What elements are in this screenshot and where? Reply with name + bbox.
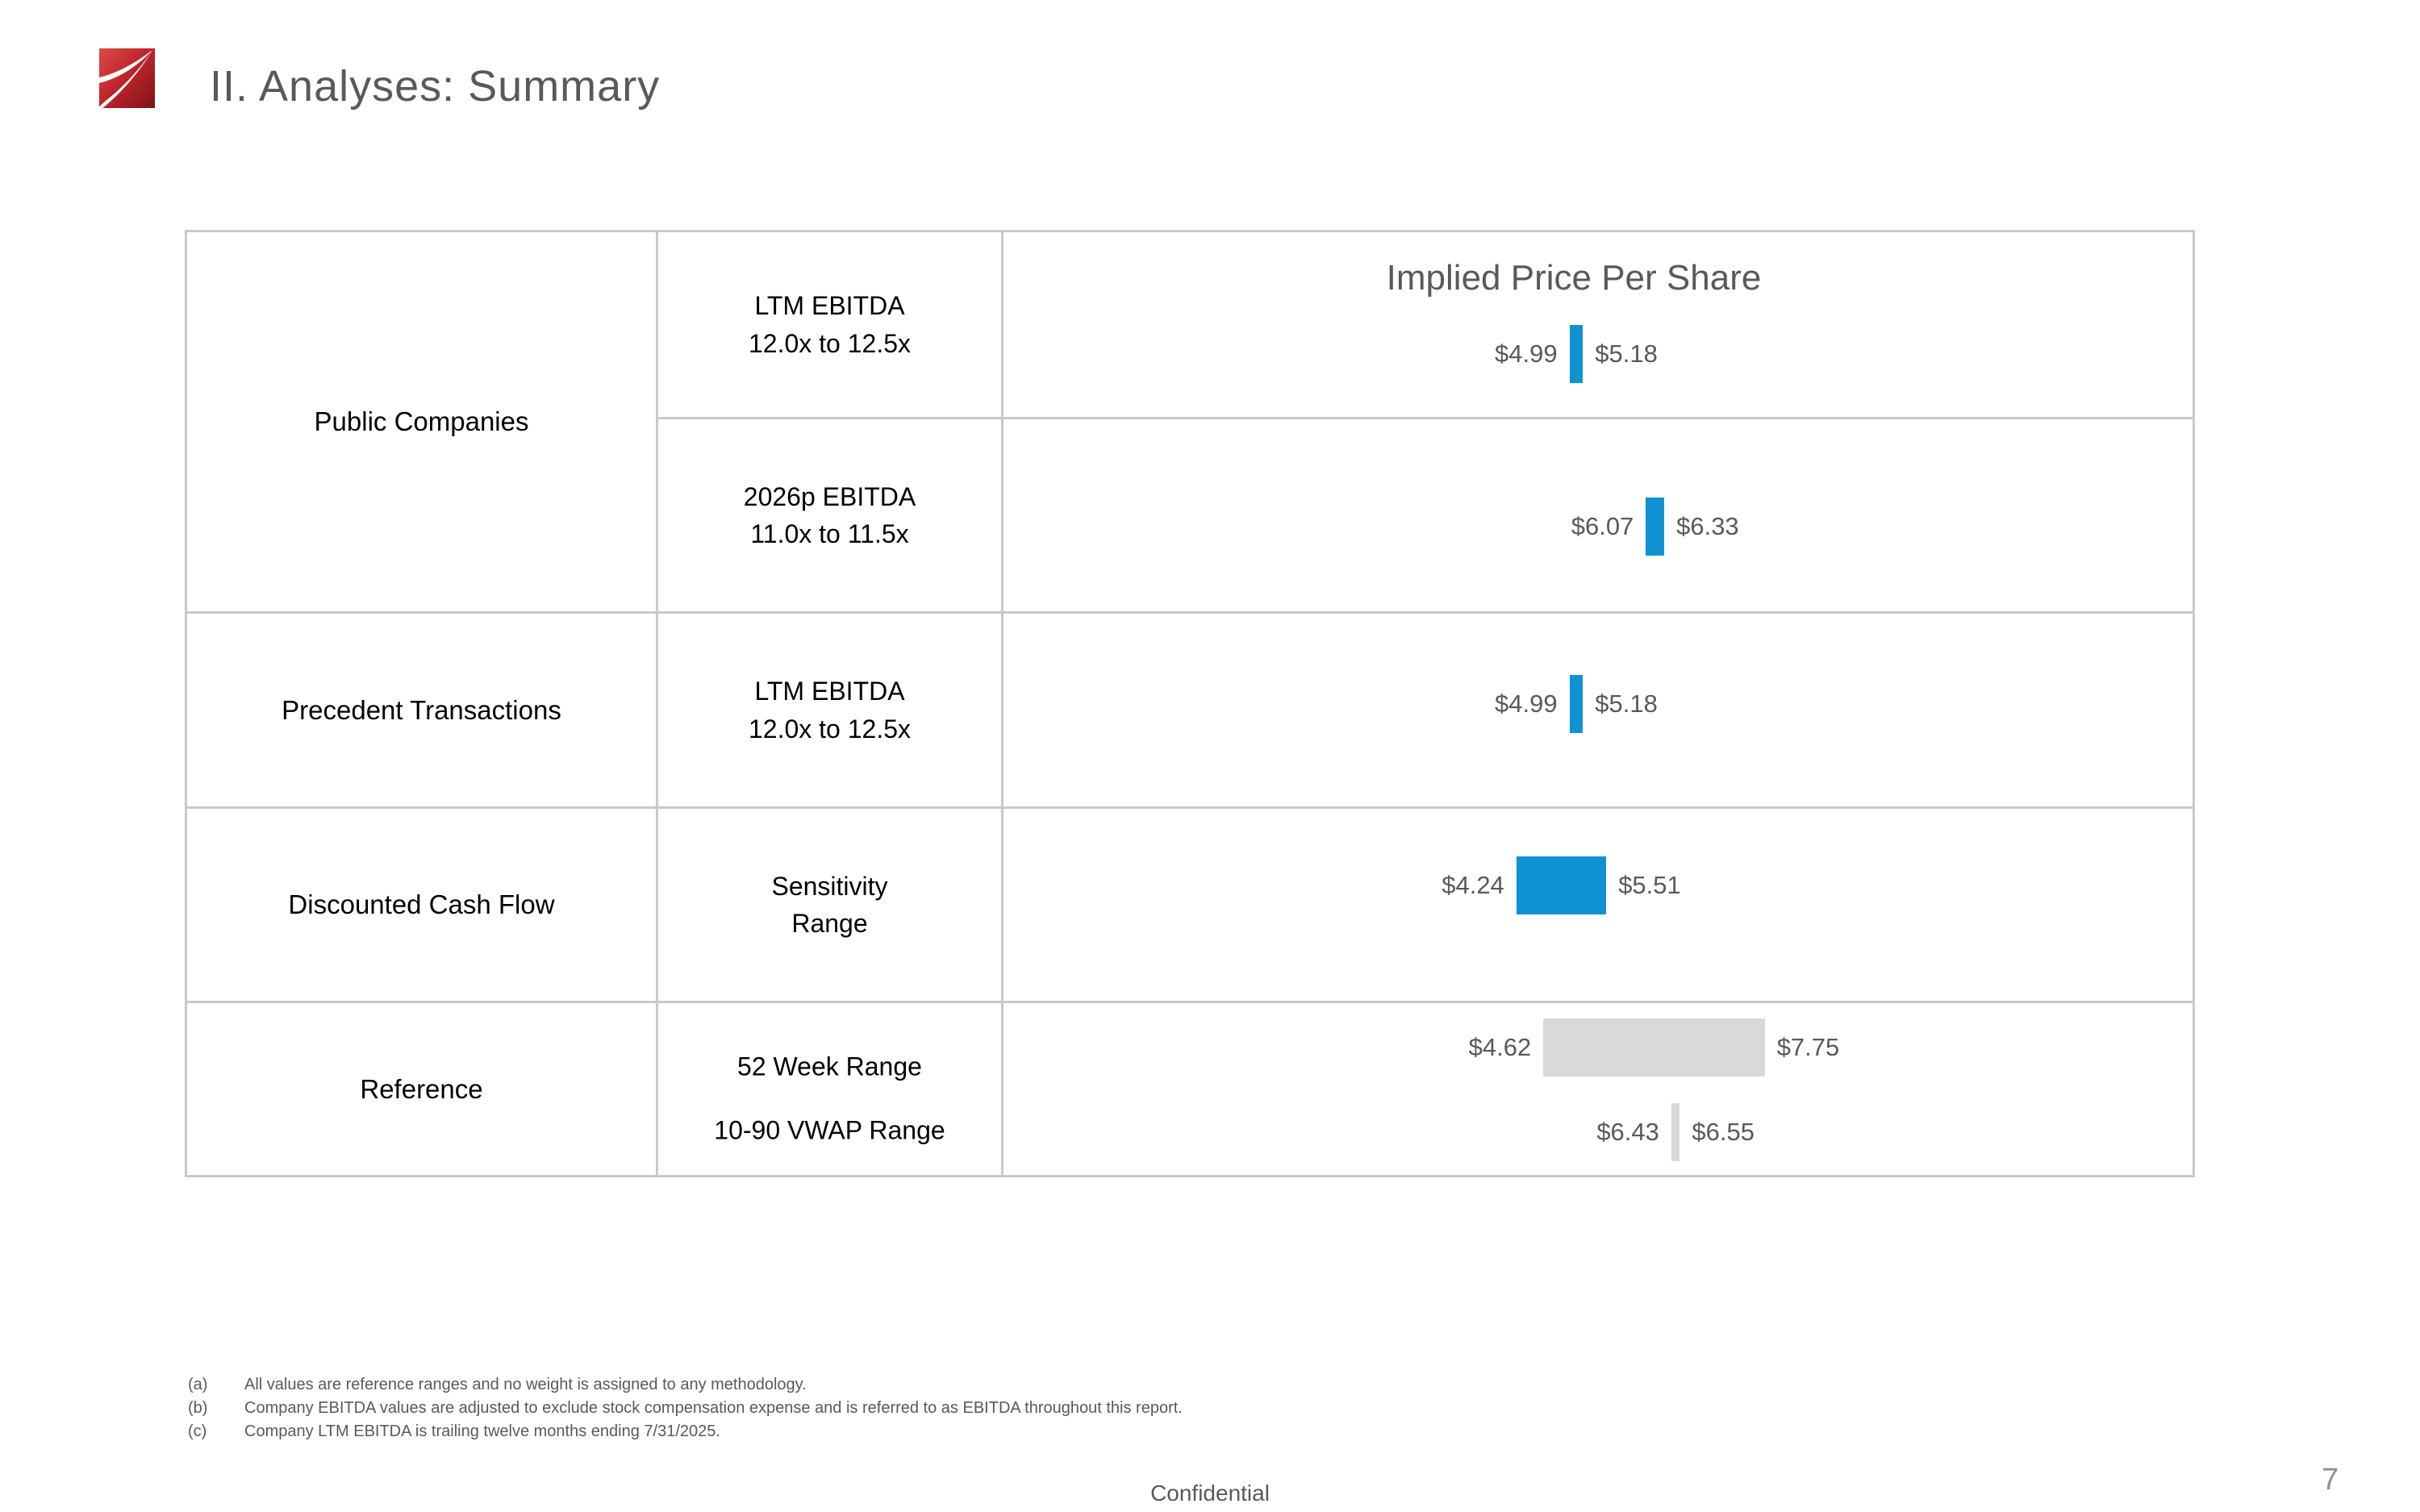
price-range-bar: $6.43 $6.55	[1596, 1102, 1754, 1161]
metric-cell-ltm-ebitda: LTM EBITDA 12.0x to 12.5x	[658, 232, 1003, 419]
chart-cell-reference: $4.62 $7.75 $6.43 $6.55	[1003, 1003, 2193, 1175]
metric-label: 2026p EBITDA 11.0x to 11.5x	[744, 478, 916, 553]
footnote-a: (a) All values are reference ranges and …	[188, 1373, 1183, 1397]
metric-label: Sensitivity Range	[771, 868, 887, 943]
footnote-marker: (a)	[188, 1376, 208, 1393]
metric-label: LTM EBITDA 12.0x to 12.5x	[749, 673, 911, 748]
methodology-label: Reference	[360, 1073, 483, 1104]
range-high-label: $7.75	[1776, 1033, 1840, 1062]
range-high-label: $6.55	[1692, 1117, 1754, 1146]
metric-line: 12.0x to 12.5x	[748, 714, 912, 744]
range-bar-fill	[1516, 856, 1607, 915]
methodology-label: Precedent Transactions	[282, 694, 561, 725]
chart-cell-public-ltm: Implied Price Per Share $4.99 $5.18	[1003, 232, 2193, 419]
footnote-marker: (b)	[188, 1399, 208, 1417]
footnotes-block: (a) All values are reference ranges and …	[188, 1373, 1183, 1443]
range-high-label: $5.51	[1618, 871, 1681, 900]
page-number: 7	[2322, 1463, 2339, 1497]
footnote-text: Company EBITDA values are adjusted to ex…	[244, 1399, 1183, 1417]
range-low-label: $4.99	[1495, 339, 1558, 369]
range-low-label: $4.24	[1442, 871, 1504, 900]
range-high-label: $5.18	[1595, 339, 1658, 369]
metric-line: 2026p EBITDA	[743, 481, 916, 511]
methodology-cell-precedent-transactions: Precedent Transactions	[187, 614, 658, 809]
range-low-label: $6.07	[1571, 512, 1634, 541]
metric-line: Range	[791, 909, 868, 938]
confidential-label: Confidential	[1150, 1481, 1270, 1506]
footnote-marker: (c)	[188, 1422, 207, 1440]
price-range-bar: $4.62 $7.75	[1469, 1018, 1839, 1077]
footnote-text: All values are reference ranges and no w…	[244, 1376, 807, 1393]
price-range-bar: $4.99 $5.18	[1495, 325, 1658, 384]
range-high-label: $5.18	[1595, 689, 1658, 719]
logo-swoosh-lower	[90, 49, 153, 117]
metric-line: LTM EBITDA	[754, 677, 905, 706]
methodology-label: Public Companies	[314, 406, 529, 436]
range-bar-fill	[1543, 1018, 1765, 1077]
methodology-cell-reference: Reference	[187, 1003, 658, 1175]
range-bar-fill	[1569, 675, 1583, 734]
metric-cell-reference-ranges: 52 Week Range 10-90 VWAP Range	[658, 1003, 1003, 1175]
chart-cell-precedent: $4.99 $5.18	[1003, 614, 2193, 809]
metric-label: LTM EBITDA 12.0x to 12.5x	[749, 287, 911, 362]
range-high-label: $6.33	[1676, 512, 1739, 541]
metric-line: 11.0x to 11.5x	[750, 519, 909, 548]
methodology-label: Discounted Cash Flow	[288, 889, 555, 919]
page-title: II. Analyses: Summary	[210, 62, 661, 110]
metric-line: LTM EBITDA	[754, 291, 905, 321]
metric-label-10-90-vwap-range: 10-90 VWAP Range	[714, 1115, 945, 1145]
metric-label-52-week-range: 52 Week Range	[737, 1052, 922, 1081]
range-bar-fill	[1671, 1102, 1680, 1161]
price-range-bar: $6.07 $6.33	[1571, 498, 1739, 556]
footnote-b: (b) Company EBITDA values are adjusted t…	[188, 1397, 1183, 1420]
range-bar-fill	[1569, 325, 1583, 384]
footnote-c: (c) Company LTM EBITDA is trailing twelv…	[188, 1420, 1183, 1443]
range-low-label: $4.99	[1495, 689, 1558, 719]
company-logo	[90, 48, 155, 117]
range-low-label: $6.43	[1596, 1117, 1659, 1146]
metric-line: 12.0x to 12.5x	[748, 328, 912, 358]
price-range-bar: $4.24 $5.51	[1442, 856, 1681, 915]
price-range-bar: $4.99 $5.18	[1495, 675, 1658, 734]
footnote-text: Company LTM EBITDA is trailing twelve mo…	[244, 1422, 720, 1440]
valuation-summary-table: Public Companies Precedent Transactions …	[185, 230, 2195, 1177]
methodology-cell-public-companies: Public Companies	[187, 232, 658, 614]
metric-line: Sensitivity	[771, 871, 888, 901]
range-bar-fill	[1646, 498, 1665, 556]
chart-title: Implied Price Per Share	[1386, 258, 1762, 298]
chart-cell-dcf: $4.24 $5.51	[1003, 809, 2193, 1003]
metric-cell-2026p-ebitda: 2026p EBITDA 11.0x to 11.5x	[658, 419, 1003, 614]
methodology-cell-discounted-cash-flow: Discounted Cash Flow	[187, 809, 658, 1003]
logo-swoosh-upper	[99, 50, 152, 83]
metric-cell-sensitivity-range: Sensitivity Range	[658, 809, 1003, 1003]
metric-cell-precedent-ltm-ebitda: LTM EBITDA 12.0x to 12.5x	[658, 614, 1003, 809]
range-low-label: $4.62	[1468, 1033, 1532, 1062]
chart-cell-public-2026p: $6.07 $6.33	[1003, 419, 2193, 614]
